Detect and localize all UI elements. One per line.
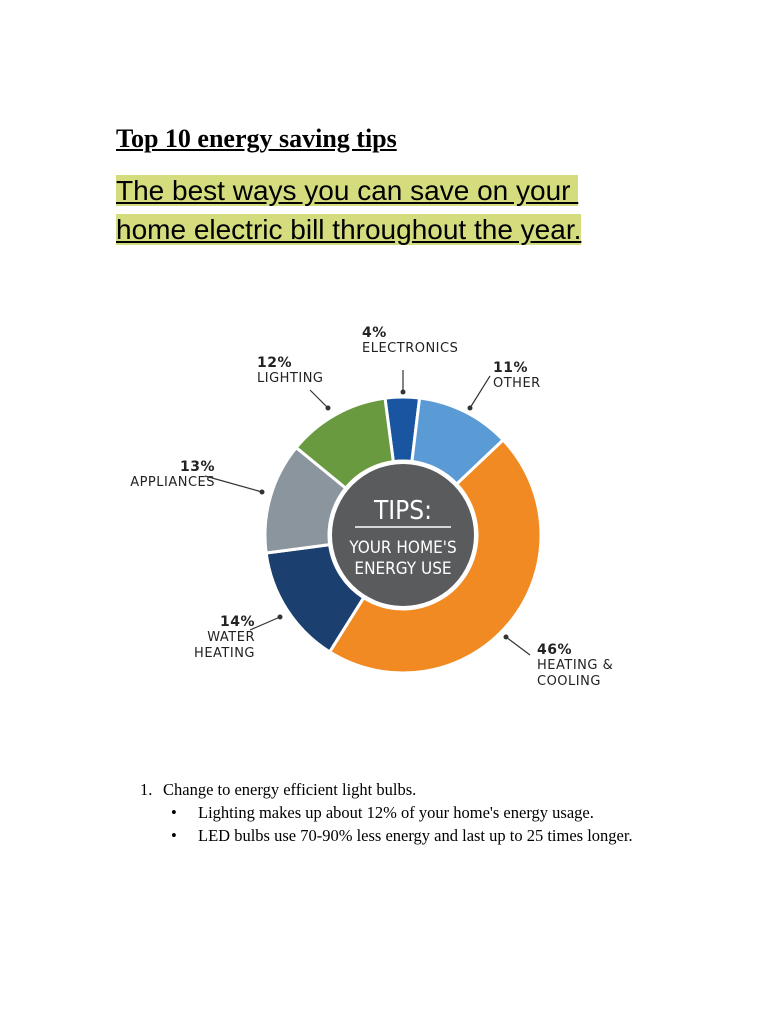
center-subtitle: ENERGY USE bbox=[354, 559, 451, 579]
category-label: WATER HEATING bbox=[194, 630, 255, 661]
leader-line bbox=[249, 616, 281, 631]
percent-label: 4% bbox=[362, 325, 387, 341]
tips-list: 1. Change to energy efficient light bulbs… bbox=[140, 779, 640, 846]
list-item: 1. Change to energy efficient light bulbs… bbox=[140, 779, 640, 800]
percent-label: 12% bbox=[257, 355, 293, 371]
leader-dot bbox=[325, 405, 331, 411]
bullet-item: Lighting makes up about 12% of your home… bbox=[140, 802, 640, 823]
percent-label: 14% bbox=[219, 614, 255, 630]
category-label: OTHER bbox=[493, 376, 541, 391]
center-subtitle: YOUR HOME'S bbox=[348, 538, 456, 558]
leader-dot bbox=[467, 405, 473, 411]
leader-line bbox=[505, 636, 531, 656]
chart-label: 13% APPLIANCES bbox=[115, 459, 215, 491]
chart-label: 14% WATER HEATING bbox=[185, 614, 255, 662]
title: Top 10 energy saving tips bbox=[116, 124, 397, 153]
leader-dot bbox=[277, 614, 283, 620]
leader-line bbox=[309, 389, 329, 409]
category-label: APPLIANCES bbox=[130, 475, 215, 490]
list-number: 1. bbox=[140, 780, 153, 799]
leader-dot bbox=[503, 634, 509, 640]
donut-segment bbox=[294, 396, 396, 491]
leader-dot bbox=[259, 489, 265, 495]
percent-label: 13% bbox=[179, 459, 215, 475]
subtitle-line: home electric bill throughout the year. bbox=[116, 214, 582, 245]
percent-label: 11% bbox=[493, 360, 529, 376]
donut-segment bbox=[327, 437, 543, 675]
chart-label: 12% LIGHTING bbox=[257, 355, 337, 387]
subtitle: The best ways you can save on your home … bbox=[116, 171, 582, 249]
leader-line bbox=[469, 375, 491, 409]
chart-label: 4% ELECTRONICS bbox=[362, 325, 472, 357]
bullet-item: LED bulbs use 70-90% less energy and las… bbox=[140, 825, 640, 846]
percent-label: 46% bbox=[537, 642, 573, 658]
center-title: TIPS: bbox=[373, 496, 432, 526]
chart-label: 11% OTHER bbox=[493, 360, 563, 392]
category-label: LIGHTING bbox=[257, 371, 324, 386]
leader-dot bbox=[400, 389, 406, 395]
category-label: ELECTRONICS bbox=[362, 341, 459, 356]
center-circle bbox=[332, 464, 474, 606]
category-label: HEATING & COOLING bbox=[537, 658, 614, 689]
chart-label: 46% HEATING & COOLING bbox=[537, 642, 627, 690]
leader-line bbox=[204, 475, 263, 493]
subtitle-line: The best ways you can save on your bbox=[116, 175, 579, 206]
list-text: Change to energy efficient light bulbs. bbox=[163, 780, 417, 799]
